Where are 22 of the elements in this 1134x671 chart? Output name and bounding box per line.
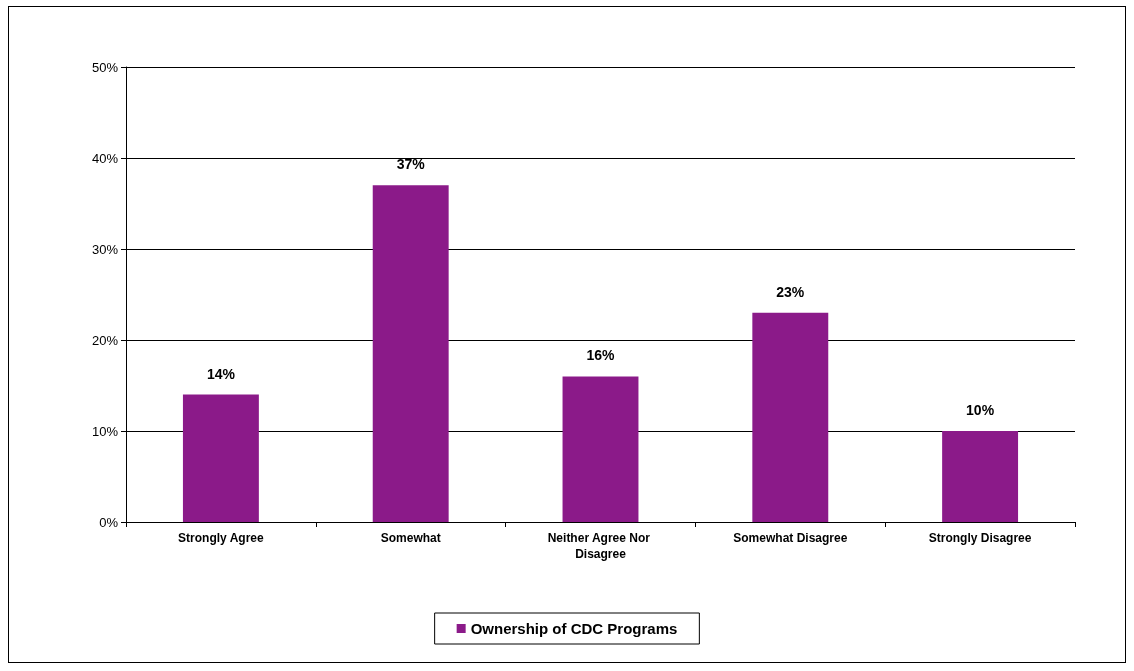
bar xyxy=(562,376,639,522)
bar xyxy=(752,312,829,522)
data-label: 14% xyxy=(206,365,236,382)
data-label: 16% xyxy=(586,347,616,364)
x-tick-label: Strongly Disagree xyxy=(928,531,1032,545)
x-tick-label: Strongly Agree xyxy=(178,531,265,545)
bar xyxy=(372,185,449,522)
x-tick-label: Somewhat Disagree xyxy=(733,531,848,545)
data-label: 10% xyxy=(966,402,995,418)
bar xyxy=(182,394,259,522)
data-label: 23% xyxy=(776,283,805,300)
bar xyxy=(942,431,1019,522)
y-tick-label: 10% xyxy=(91,423,119,439)
legend-label: Ownership of CDC Programs xyxy=(470,620,678,637)
y-tick-label: 50% xyxy=(91,59,119,75)
y-tick-label: 40% xyxy=(91,150,119,166)
x-tick-label: Somewhat xyxy=(380,531,441,545)
y-tick-label: 30% xyxy=(91,241,119,257)
y-tick-label: 20% xyxy=(91,332,119,348)
y-tick-label: 0% xyxy=(99,514,119,530)
x-tick-label: Neither Agree Nor Disagree xyxy=(547,531,654,561)
data-label: 37% xyxy=(396,156,426,173)
